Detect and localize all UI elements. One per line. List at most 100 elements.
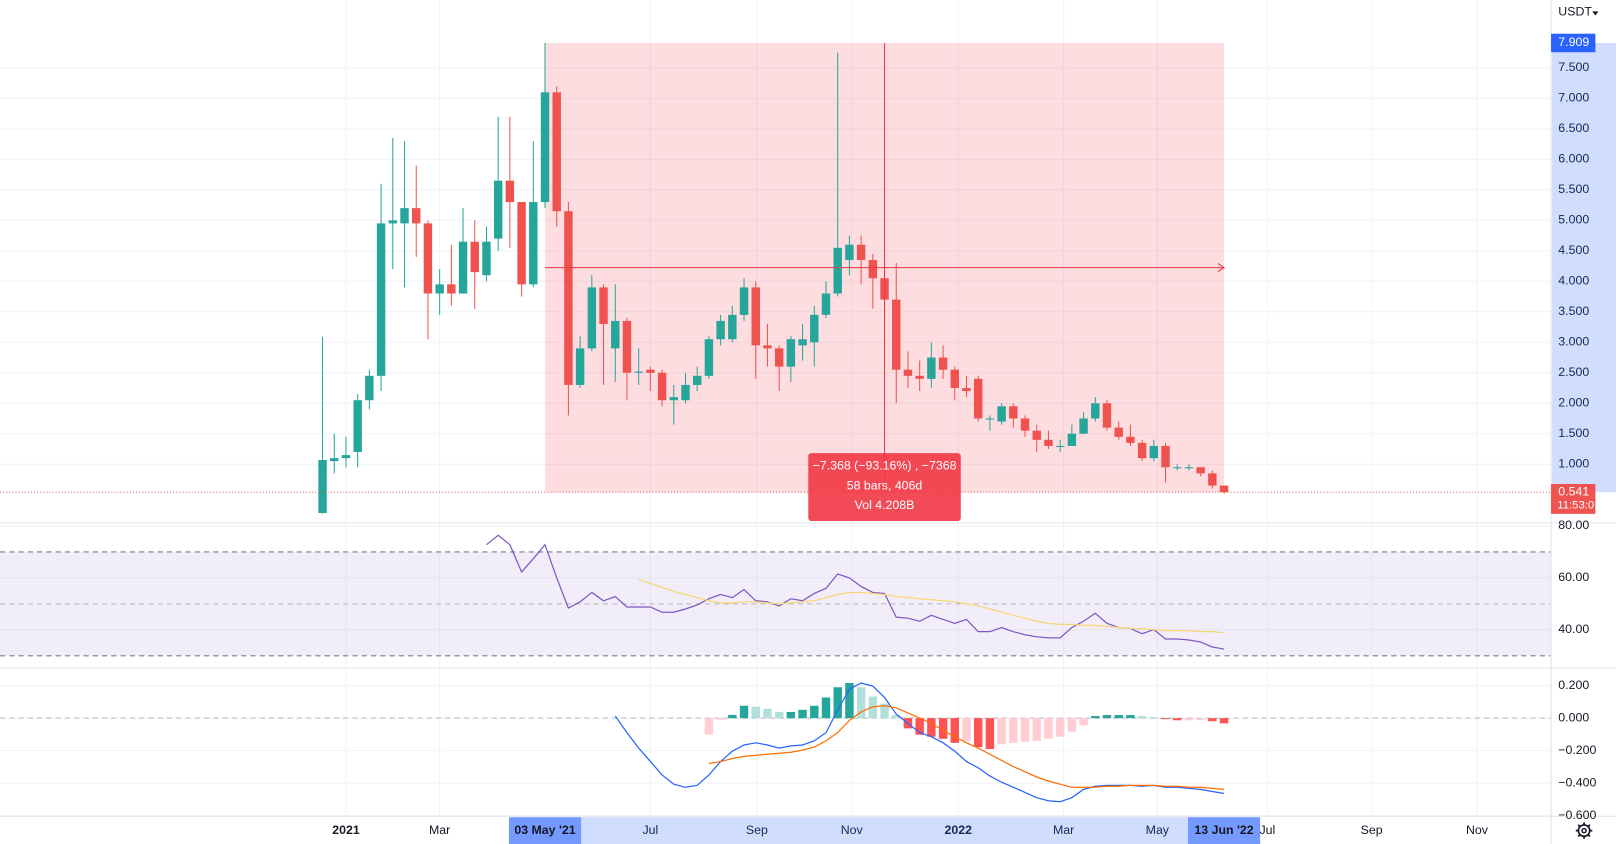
x-tick-label: Sep [746, 823, 768, 837]
indicator-line [708, 705, 1225, 790]
indicator-line [486, 534, 1225, 650]
candle-body [622, 320, 632, 373]
y-tick-label: 6.500 [1558, 121, 1589, 135]
candle-body [435, 284, 444, 294]
y-tick-label: 4.000 [1558, 274, 1589, 288]
candle-body [1102, 403, 1112, 428]
candle-body [985, 418, 995, 420]
candle-body [611, 320, 620, 349]
candle-body [447, 284, 456, 294]
gear-teeth[interactable] [1575, 822, 1593, 839]
histogram-bar [798, 709, 807, 719]
candle-body [470, 241, 479, 273]
histogram-bar [880, 703, 889, 719]
candle-body [728, 314, 737, 340]
candle-body [1009, 406, 1018, 419]
histogram-bar [763, 708, 772, 719]
candle-body [529, 202, 538, 285]
histogram-bar [938, 718, 948, 739]
histogram-bar [985, 718, 995, 750]
histogram-bar [1137, 716, 1147, 719]
grid-layer [0, 0, 1552, 817]
candle-body [798, 339, 807, 346]
histogram-bar [810, 705, 819, 719]
histogram-bar [751, 706, 760, 719]
candle-body [1126, 436, 1135, 443]
candle-body [1184, 467, 1194, 469]
histogram-bar [1102, 715, 1112, 719]
y-tick-label: 80.00 [1558, 518, 1589, 532]
candle-body [564, 211, 573, 385]
candle-body [1161, 445, 1170, 468]
histogram-bar [1208, 718, 1217, 722]
histogram-bar [1020, 718, 1030, 742]
candle-body [1091, 403, 1100, 419]
countdown-label: 11:53:01 [1557, 500, 1600, 512]
y-tick-label: 3.500 [1558, 304, 1589, 318]
candle-body [1149, 445, 1159, 459]
y-tick-label: −0.600 [1558, 808, 1596, 822]
histogram-bar [1032, 718, 1041, 741]
time-range-label-box [1187, 817, 1261, 844]
x-tick-label: Jul [642, 823, 658, 837]
candle-body [868, 259, 878, 279]
candle-body [599, 287, 608, 324]
time-range-highlight [508, 817, 1261, 844]
x-tick-label: May [1146, 823, 1170, 837]
candle-body [903, 369, 913, 376]
candle-body [915, 375, 924, 379]
candle-body [1114, 427, 1123, 437]
y-tick-label: 7.000 [1558, 91, 1589, 105]
candle-body [962, 388, 971, 392]
x-tick-label: 2021 [332, 823, 360, 837]
measure-arrow [1217, 263, 1225, 273]
candle-body [1020, 418, 1030, 431]
candle-body [400, 208, 409, 224]
histogram-bar [997, 718, 1006, 744]
range-high-label: 7.909 [1558, 35, 1589, 49]
candle-body [365, 375, 374, 401]
candle-body [681, 384, 690, 401]
histogram-bar [927, 718, 936, 737]
y-tick-label: 1.500 [1558, 426, 1589, 440]
measure-info-text: 58 bars, 406d [847, 478, 923, 492]
candle-body [646, 369, 655, 373]
histogram-bar [1055, 718, 1065, 737]
histogram-bar [774, 711, 784, 719]
currency-selector[interactable]: USDT [1558, 5, 1592, 19]
y-tick-label: 3.000 [1558, 335, 1589, 349]
gear-hub[interactable] [1581, 827, 1587, 834]
histogram-bar [1126, 715, 1135, 719]
candle-body [505, 180, 515, 203]
currency-caret[interactable] [1592, 11, 1599, 16]
x-tick-label: Mar [1053, 823, 1074, 837]
histogram-bar [892, 715, 901, 719]
candle-body [845, 244, 854, 260]
y-tick-label: 60.00 [1558, 570, 1589, 584]
settings-icon[interactable] [1575, 822, 1593, 839]
time-range-label-box [508, 817, 582, 844]
histogram-bar [915, 718, 924, 735]
candle-body [458, 241, 468, 294]
candle-body [774, 348, 784, 367]
candle-body [657, 372, 667, 401]
histogram-bar [1091, 716, 1100, 719]
candle-body [763, 345, 772, 349]
candle-body [1137, 442, 1147, 459]
candle-body [1208, 473, 1217, 486]
measure-info-text: Vol 4.208B [855, 498, 915, 512]
candle-body [318, 459, 327, 513]
y-tick-label: 6.000 [1558, 152, 1589, 166]
candle-body [704, 339, 714, 376]
candle-body [330, 458, 339, 462]
histogram-bar [1044, 718, 1053, 739]
plot-layer: −7.368 (−93.16%) , −7368 58 bars, 406d Vol… [0, 42, 1552, 803]
candle-body [1067, 433, 1077, 446]
histogram-bar [1149, 717, 1159, 719]
candle-body [1173, 467, 1182, 469]
histogram-bar [1219, 718, 1229, 724]
candle-body [493, 180, 503, 239]
candle-body [353, 400, 362, 453]
candle-body [692, 375, 702, 385]
